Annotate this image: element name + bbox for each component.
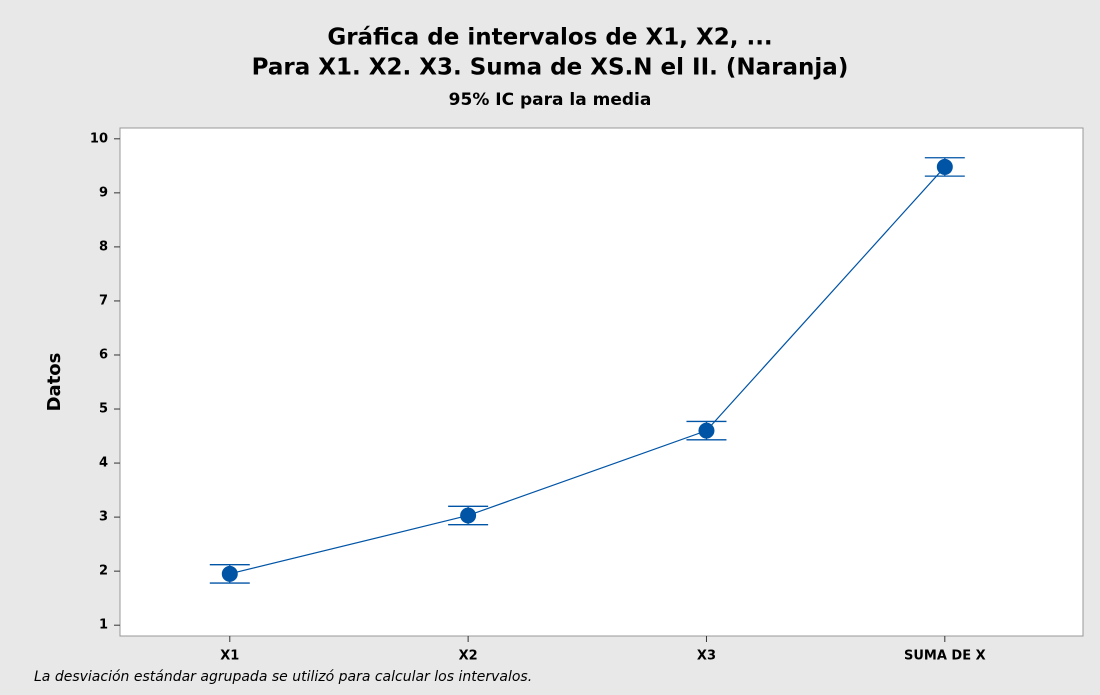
y-tick-label: 8 [99,239,108,254]
x-tick-label: X1 [220,649,239,664]
y-tick-label: 4 [99,456,108,471]
y-tick-label: 9 [99,185,108,200]
footnote: La desviación estándar agrupada se utili… [34,669,532,685]
y-axis-label: Datos [44,353,65,412]
chart-subtitle: 95% IC para la media [449,90,652,110]
plot-area [119,127,1084,637]
mean-point [460,507,477,524]
x-tick-label: SUMA DE X [904,649,986,664]
y-tick-label: 3 [99,510,108,525]
chart-subtitle: Para X1. X2. X3. Suma de XS.N el II. (Na… [252,55,849,81]
y-tick-label: 7 [99,293,108,308]
line [229,166,946,575]
x-tick-label: X3 [697,649,716,664]
mean-point [698,422,715,439]
x-tick-label: X2 [459,649,478,664]
mean-point [936,158,953,175]
mean-point [221,565,238,582]
y-tick-label: 5 [99,402,108,417]
y-tick-label: 10 [90,131,108,146]
y-tick-label: 1 [99,618,108,633]
y-tick-label: 2 [99,564,108,579]
chart-title: Gráfica de intervalos de X1, X2, ... [327,25,772,51]
y-tick-label: 6 [99,347,108,362]
